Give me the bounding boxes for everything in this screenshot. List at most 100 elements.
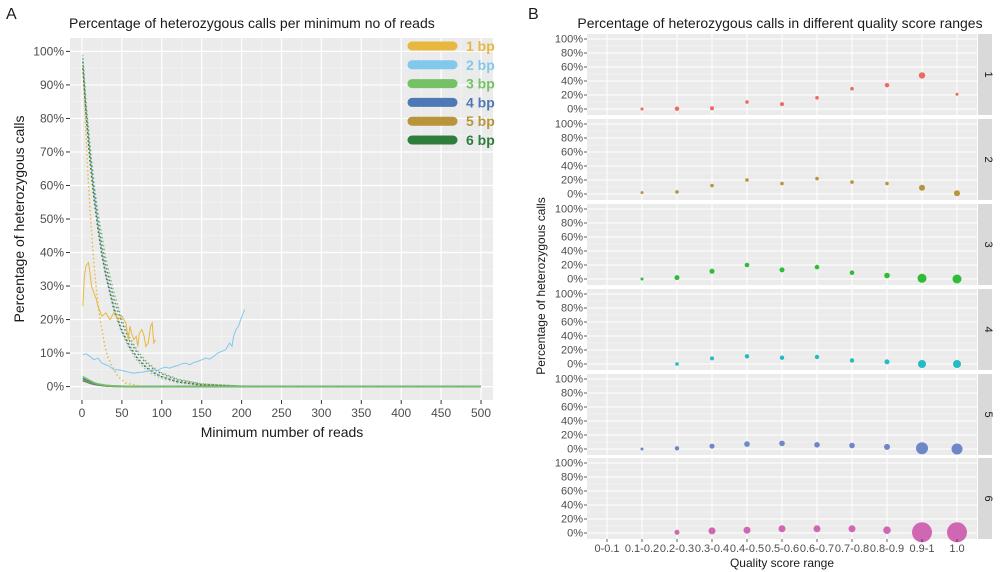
facet-strip-label: 5 [982, 411, 994, 417]
data-point [814, 442, 820, 448]
x-tick-label: 500 [471, 406, 491, 420]
data-point [884, 359, 890, 365]
facet-y-tick-label: 80% [561, 218, 583, 230]
data-point [640, 447, 644, 451]
data-point [884, 443, 890, 450]
x-tick-label: 0-0.1 [594, 543, 619, 555]
data-point [674, 446, 680, 451]
facet-strip-label: 4 [982, 326, 994, 332]
data-point [883, 526, 891, 534]
data-point [947, 522, 967, 543]
data-point [916, 442, 928, 455]
facet-y-tick-label: 100% [555, 204, 583, 216]
facet-y-tick-label: 60% [561, 232, 583, 244]
x-tick-label: 0.7-0.8 [835, 543, 869, 555]
x-tick-label: 150 [192, 406, 212, 420]
panel-a-label: A [6, 6, 17, 23]
legend-label: 3 bp [466, 76, 495, 92]
data-point [814, 354, 820, 360]
x-tick-label: 0.5-0.6 [765, 543, 799, 555]
data-point [674, 529, 680, 535]
facet-strip [978, 289, 992, 370]
x-tick-label: 0.8-0.9 [870, 543, 904, 555]
data-point [917, 273, 927, 283]
facet-strip [978, 34, 992, 115]
x-tick-label: 0.3-0.4 [695, 543, 729, 555]
data-point [884, 272, 890, 279]
x-tick-label: 350 [351, 406, 371, 420]
facet-y-tick-label: 100% [555, 458, 583, 470]
legend-label: 1 bp [466, 38, 495, 54]
y-tick-label: 10% [40, 346, 64, 360]
series-fitted-curve [82, 54, 282, 388]
facet-y-tick-label: 20% [561, 430, 583, 442]
x-tick-label: 300 [311, 406, 331, 420]
data-point [850, 180, 854, 184]
data-point [778, 525, 786, 533]
facet-y-tick-label: 60% [561, 317, 583, 329]
legend-label: 2 bp [466, 57, 495, 73]
data-point [814, 264, 820, 270]
facet-y-tick-label: 0% [567, 528, 583, 540]
facet-y-tick-label: 60% [561, 402, 583, 414]
data-point [710, 183, 714, 188]
data-point [849, 358, 855, 363]
facet-y-tick-label: 20% [561, 514, 583, 526]
facet-y-tick-label: 0% [567, 189, 583, 201]
chart-b-xlabel: Quality score range [730, 556, 834, 570]
facet-strip [978, 458, 992, 539]
data-point [885, 181, 889, 186]
y-tick-label: 0% [47, 380, 65, 394]
x-tick-label: 250 [271, 406, 291, 420]
facet-y-tick-label: 100% [555, 119, 583, 131]
chart-b-ylabel: Percentage of heterozygous calls [534, 197, 548, 374]
series-fitted-curve [82, 61, 282, 388]
data-point [709, 268, 715, 274]
series-line [82, 309, 246, 374]
legend-label: 4 bp [466, 94, 495, 110]
data-point [745, 178, 749, 182]
facet-y-tick-label: 40% [561, 416, 583, 428]
series-fitted-curve [82, 64, 282, 388]
x-tick-label: 0.4-0.5 [730, 543, 764, 555]
x-tick-label: 450 [431, 406, 451, 420]
data-point [674, 275, 680, 281]
data-point [815, 96, 819, 100]
facet-y-tick-label: 60% [561, 486, 583, 498]
chart-a-ylabel: Percentage of heterozygous calls [11, 115, 27, 322]
facet-y-tick-label: 40% [561, 331, 583, 343]
chart-a-plot: 0 50 100 150 200 250 300 350 400 450 500 0% 10% 20% 30… [33, 38, 495, 420]
data-point [675, 190, 679, 194]
facet-y-tick-label: 60% [561, 62, 583, 74]
facet-y-tick-label: 60% [561, 147, 583, 159]
data-point [780, 181, 784, 186]
facet-y-tick-label: 100% [555, 34, 583, 46]
x-tick-label: 400 [391, 406, 411, 420]
legend-label: 5 bp [466, 113, 495, 129]
facet-y-tick-label: 20% [561, 90, 583, 102]
legend-label: 6 bp [466, 132, 495, 148]
data-point [919, 184, 925, 191]
x-tick-label: 0.6-0.7 [800, 543, 834, 555]
data-point [745, 100, 749, 104]
y-tick-label: 20% [40, 313, 64, 327]
data-point [640, 107, 644, 111]
data-point [708, 527, 716, 535]
data-point [744, 441, 750, 447]
data-point [951, 443, 963, 455]
y-tick-label: 100% [33, 44, 64, 58]
data-point [918, 360, 926, 368]
facet-y-tick-label: 80% [561, 388, 583, 400]
facet-strip-label: 3 [982, 241, 994, 247]
facet-strip-label: 2 [982, 156, 994, 162]
facet-y-tick-label: 20% [561, 175, 583, 187]
y-tick-label: 30% [40, 279, 64, 293]
y-tick-label: 90% [40, 78, 64, 92]
data-point [675, 362, 679, 366]
data-point [640, 277, 644, 281]
data-point [779, 440, 785, 447]
data-point [954, 190, 960, 197]
data-point [779, 355, 785, 360]
data-point [744, 354, 750, 359]
facet-y-tick-label: 100% [555, 289, 583, 301]
